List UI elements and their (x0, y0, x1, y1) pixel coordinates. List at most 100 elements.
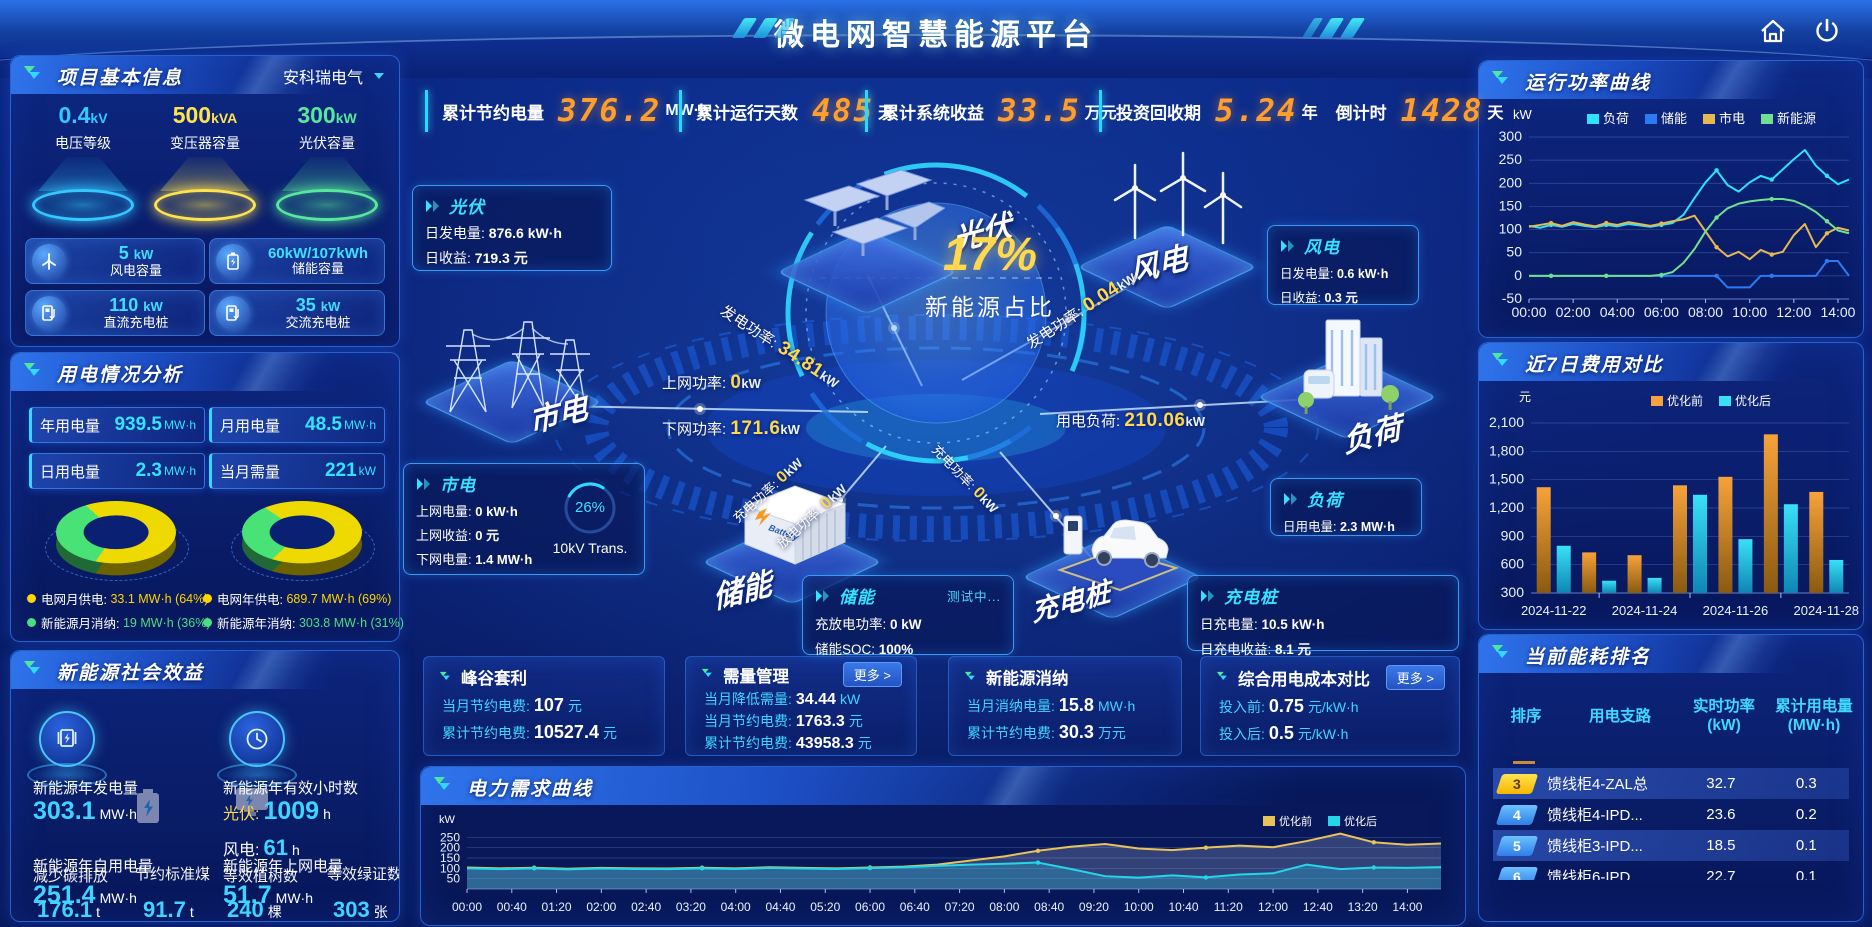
svg-text:优化前: 优化前 (1667, 393, 1703, 408)
stat-payback-countdown: 投资回收期 5.24 年 倒计时 1428 天 (1099, 88, 1521, 134)
company-select[interactable]: 安科瑞电气 (283, 64, 385, 88)
panel-title: 用电情况分析 (57, 365, 184, 386)
svg-text:13:20: 13:20 (1348, 900, 1378, 914)
flow-load: 用电负荷: 210.06kW (1056, 410, 1205, 431)
svg-text:150: 150 (1499, 197, 1523, 213)
year-usage-box: 年用电量 939.5 MW·h (29, 407, 205, 443)
chevron-right-icon (417, 477, 430, 490)
pv-infobox: 光伏 日发电量: 876.6 kW·h 日收益: 719.3 元 (412, 185, 612, 271)
home-icon[interactable] (1756, 14, 1790, 48)
wind-turbine-icon (32, 244, 66, 278)
battery-icon (216, 244, 250, 278)
coal-label: 节约标准煤 (135, 866, 211, 883)
svg-text:06:40: 06:40 (900, 900, 930, 914)
svg-text:100: 100 (1499, 221, 1523, 237)
rank-badge: 3 (1495, 773, 1539, 794)
chevron-right-icon (1201, 589, 1214, 602)
panel-title: 项目基本信息 (57, 68, 184, 89)
cost-compare-chart: 2,100 1,800 1,500 1,200 900 600 300 2024-11-22 2… (1489, 390, 1859, 618)
svg-text:kW: kW (1513, 107, 1533, 122)
svg-text:04:40: 04:40 (765, 900, 795, 914)
svg-text:00:00: 00:00 (452, 900, 482, 914)
rank-badge: 4 (1495, 804, 1539, 825)
svg-text:250: 250 (440, 830, 460, 844)
hours-icon-base (217, 763, 297, 787)
table-row: 6 馈线柜6-IPD 22.7 0.1 (1493, 861, 1849, 880)
ghost-battery-icon (137, 789, 159, 823)
ghost-pv-icon (236, 788, 268, 816)
charger-icon (32, 296, 66, 330)
col-header-energy: 累计用电量 (MW·h) (1775, 698, 1853, 735)
card-corner-icon (439, 671, 450, 680)
flow-down: 下网功率: 171.6kW (662, 418, 800, 439)
svg-text:kW: kW (439, 814, 456, 826)
month-demand-box: 当月需量 221 kW (209, 453, 385, 489)
svg-text:01:20: 01:20 (542, 900, 572, 914)
svg-text:02:00: 02:00 (586, 900, 616, 914)
load-building-icon (1298, 319, 1399, 414)
gen-value: 303.1 MW·h (33, 797, 137, 825)
power-icon[interactable] (1810, 14, 1844, 48)
storage-battery-icon: Battery (743, 485, 847, 565)
dc-charger-card: 110 kW 直流充电桩 (25, 290, 205, 336)
svg-text:市电: 市电 (1719, 111, 1745, 126)
chevron-right-icon (816, 589, 829, 602)
gen-label: 新能源年发电量 (33, 780, 139, 797)
grid-towers-icon (446, 321, 590, 413)
hours-clock-icon (229, 711, 285, 767)
svg-text:1,800: 1,800 (1489, 442, 1524, 458)
svg-text:优化后: 优化后 (1735, 394, 1771, 408)
social-benefit-panel: 新能源社会效益 新能源年发电量 303.1 MW·h 新能源年有效小时数 光伏: 1… (10, 650, 400, 922)
hours-label: 新能源年有效小时数 (223, 780, 359, 797)
col-header-power: 实时功率 (kW) (1692, 698, 1755, 735)
generation-icon-base (27, 763, 107, 787)
card-corner-icon (1216, 671, 1227, 680)
wind-infobox: 风电 日发电量: 0.6 kW·h 日收益: 0.3 元 (1267, 225, 1419, 305)
svg-text:元: 元 (1519, 390, 1531, 404)
svg-text:00:40: 00:40 (497, 900, 527, 914)
pv-capacity-spotlight: 300kW 光伏容量 (267, 102, 387, 221)
transformer-gauge: 26% (562, 480, 618, 536)
charger-icon (216, 296, 250, 330)
transformer-spotlight: 500kVA 变压器容量 (145, 102, 265, 221)
voltage-spotlight: 0.4kV 电压等级 (23, 102, 143, 221)
legend-grid-month: 电网月供电: 33.1 MW·h (64%) (27, 589, 208, 608)
cost-more-button[interactable]: 更多 > (1385, 665, 1445, 690)
chevron-right-icon (1281, 239, 1294, 252)
energy-ranking-panel: 当前能耗排名 排序 用电支路 实时功率 (kW) 累计用电量 (MW·h) 3 馈线… (1478, 634, 1864, 922)
panel-corner-icon (1492, 353, 1508, 366)
storage-infobox: 储能 测试中... 充放电功率: 0 kW 储能SOC: 100% (802, 575, 1014, 657)
svg-text:2024-11-26: 2024-11-26 (1703, 603, 1769, 618)
rank-scroll-dash (1513, 761, 1535, 764)
renewable-percent-label: 新能源占比 (925, 294, 1055, 320)
chevron-down-icon (374, 73, 384, 79)
svg-text:07:20: 07:20 (945, 900, 975, 914)
center-topology-graphic (553, 162, 1333, 571)
month-usage-box: 月用电量 48.5 MW·h (209, 407, 385, 443)
svg-text:10:00: 10:00 (1124, 900, 1154, 914)
table-row: 5 馈线柜3-IPD... 18.5 0.1 (1493, 830, 1849, 861)
card-corner-icon (964, 671, 975, 680)
panel-corner-icon (24, 661, 40, 674)
generation-icon (39, 711, 95, 767)
chevron-right-icon (426, 199, 439, 212)
top-header-bar (0, 0, 1872, 78)
panel-title: 电力需求曲线 (467, 779, 594, 800)
svg-text:12:40: 12:40 (1303, 900, 1333, 914)
svg-text:储能: 储能 (1661, 111, 1687, 126)
svg-text:04:00: 04:00 (1600, 304, 1635, 320)
svg-text:14:00: 14:00 (1392, 900, 1422, 914)
demand-more-button[interactable]: 更多 > (842, 662, 902, 687)
transformer-gauge-label: 10kV Trans. (552, 540, 628, 556)
svg-text:250: 250 (1499, 151, 1523, 167)
svg-text:10:00: 10:00 (1732, 304, 1767, 320)
card-corner-icon (701, 668, 712, 677)
storage-capacity-card: 60kW/107kWh 储能容量 (209, 238, 385, 284)
panel-corner-icon (24, 66, 40, 79)
svg-text:900: 900 (1501, 527, 1525, 543)
svg-text:50: 50 (1506, 244, 1522, 260)
panel-corner-icon (434, 777, 450, 790)
project-info-panel: 项目基本信息 安科瑞电气 0.4kV 电压等级 500kVA 变压器容量 300… (10, 55, 400, 347)
